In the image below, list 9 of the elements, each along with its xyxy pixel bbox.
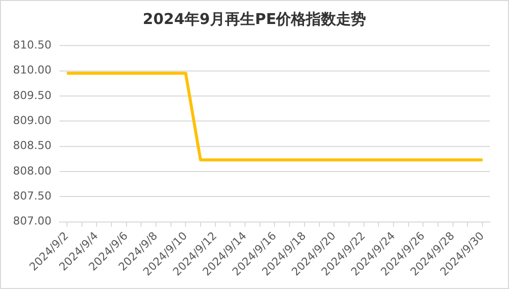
- y-tick-label: 808.00: [12, 164, 52, 178]
- chart-title: 2024年9月再生PE价格指数走势: [142, 10, 368, 29]
- y-tick-label: 809.50: [12, 88, 52, 102]
- y-tick-label: 807.00: [12, 214, 52, 228]
- y-tick-label: 808.50: [12, 139, 52, 152]
- y-tick-label: 810.50: [12, 38, 52, 52]
- y-tick-label: 809.00: [12, 114, 52, 127]
- y-tick-label: 807.50: [12, 189, 52, 202]
- y-tick-label: 810.00: [12, 64, 52, 77]
